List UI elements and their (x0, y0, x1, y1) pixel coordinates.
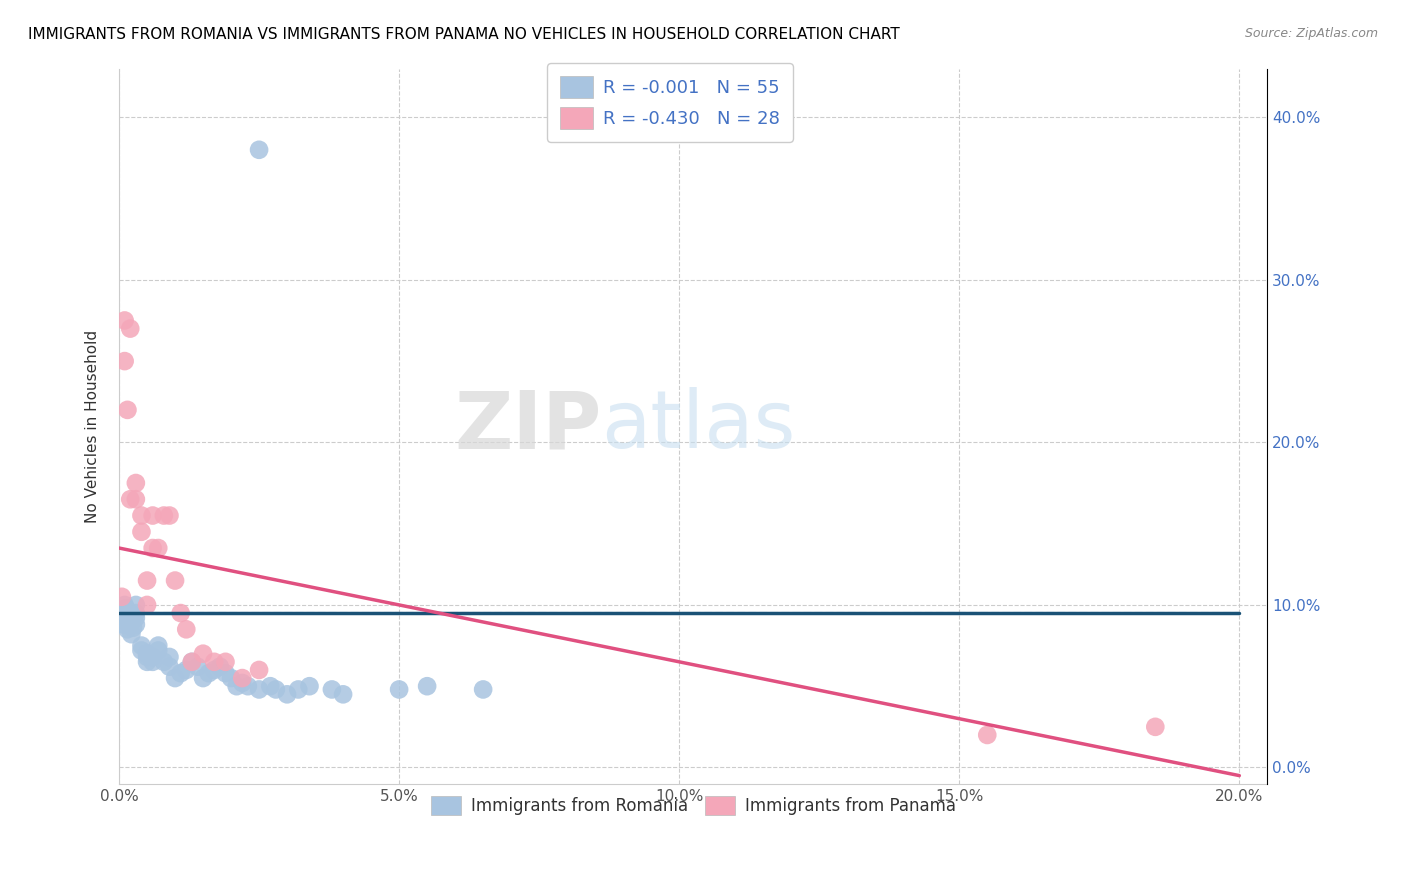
Point (117, 606, 139, 620)
Point (298, 679, 321, 693)
Point (122, 621, 145, 635)
Point (136, 647, 159, 661)
Point (191, 671, 214, 685)
Point (332, 687, 354, 701)
Point (231, 676, 253, 690)
Point (388, 682, 411, 697)
Point (136, 574, 159, 588)
Point (148, 639, 170, 653)
Point (142, 655, 165, 669)
Point (142, 508, 165, 523)
Point (111, 617, 134, 632)
Point (180, 655, 202, 669)
Point (125, 598, 148, 612)
Point (120, 627, 142, 641)
Point (114, 313, 136, 327)
Point (259, 679, 281, 693)
Point (202, 655, 225, 669)
Point (131, 508, 153, 523)
Point (120, 606, 142, 620)
Point (153, 655, 176, 669)
Point (159, 659, 181, 673)
Point (202, 663, 225, 677)
Text: IMMIGRANTS FROM ROMANIA VS IMMIGRANTS FROM PANAMA NO VEHICLES IN HOUSEHOLD CORRE: IMMIGRANTS FROM ROMANIA VS IMMIGRANTS FR… (28, 27, 900, 42)
Point (131, 524, 153, 539)
Point (165, 671, 187, 685)
Point (125, 492, 148, 507)
Point (174, 663, 197, 677)
Point (416, 679, 439, 693)
Point (247, 663, 270, 677)
Point (169, 666, 191, 681)
Point (247, 682, 270, 697)
Point (1144, 720, 1167, 734)
Point (142, 649, 165, 664)
Point (180, 655, 202, 669)
Point (117, 623, 139, 637)
Point (136, 655, 159, 669)
Point (231, 671, 253, 685)
Point (125, 611, 148, 625)
Point (169, 606, 191, 620)
Point (111, 590, 134, 604)
Point (236, 679, 259, 693)
Point (120, 321, 142, 335)
Point (186, 659, 208, 673)
Point (197, 666, 219, 681)
Point (117, 402, 139, 417)
Point (321, 682, 343, 697)
Text: ZIP: ZIP (454, 387, 602, 465)
Point (125, 476, 148, 491)
Point (214, 666, 236, 681)
Point (125, 606, 148, 620)
Point (165, 574, 187, 588)
Point (159, 649, 181, 664)
Point (131, 639, 153, 653)
Point (148, 643, 170, 657)
Point (225, 679, 247, 693)
Point (114, 614, 136, 628)
Point (114, 611, 136, 625)
Point (159, 508, 181, 523)
Point (191, 647, 214, 661)
Point (153, 508, 176, 523)
Text: atlas: atlas (602, 387, 796, 465)
Point (114, 598, 136, 612)
Text: Source: ZipAtlas.com: Source: ZipAtlas.com (1244, 27, 1378, 40)
Point (174, 623, 197, 637)
Point (219, 671, 242, 685)
Point (120, 617, 142, 632)
Legend: Immigrants from Romania, Immigrants from Panama: Immigrants from Romania, Immigrants from… (420, 786, 966, 825)
Y-axis label: No Vehicles in Household: No Vehicles in Household (86, 329, 100, 523)
Point (264, 682, 287, 697)
Point (142, 541, 165, 555)
Point (287, 682, 309, 697)
Point (111, 606, 134, 620)
Point (276, 687, 298, 701)
Point (136, 649, 159, 664)
Point (136, 598, 159, 612)
Point (114, 354, 136, 368)
Point (472, 682, 495, 697)
Point (148, 541, 170, 555)
Point (125, 617, 148, 632)
Point (208, 659, 231, 673)
Point (247, 143, 270, 157)
Point (120, 614, 142, 628)
Point (120, 492, 142, 507)
Point (131, 643, 153, 657)
Point (214, 655, 236, 669)
Point (114, 601, 136, 615)
Point (976, 728, 998, 742)
